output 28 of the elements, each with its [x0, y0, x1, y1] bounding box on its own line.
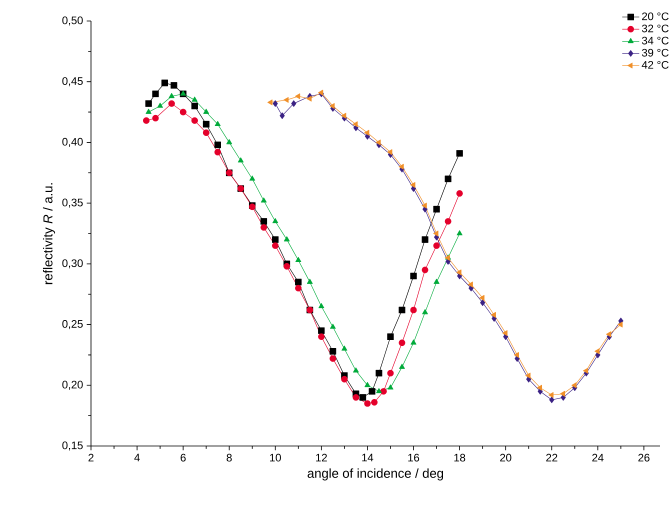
- y-axis-title: reflectivity R / a.u.: [42, 183, 56, 284]
- x-tick-label: 18: [454, 454, 466, 462]
- y-tick-label: 0,20: [62, 380, 83, 390]
- x-tick-label: 4: [134, 454, 140, 462]
- legend-label: 32 °C: [642, 24, 669, 32]
- x-tick-label: 24: [592, 454, 604, 462]
- x-tick-label: 20: [500, 454, 512, 462]
- x-tick-label: 10: [270, 454, 281, 462]
- y-tick-label: 0,35: [62, 198, 83, 208]
- x-tick-label: 12: [316, 454, 327, 462]
- y-tick-label: 0,30: [62, 259, 83, 268]
- y-tick-label: 0,40: [62, 138, 83, 147]
- x-tick-label: 8: [226, 454, 232, 462]
- y-tick-label: 0,45: [62, 77, 83, 86]
- legend-label: 20 °C: [642, 12, 669, 20]
- legend-label: 39 °C: [642, 48, 669, 57]
- x-tick-label: 16: [408, 454, 420, 462]
- x-tick-label: 6: [180, 454, 186, 462]
- y-tick-label: 0,50: [62, 16, 83, 26]
- y-tick-label: 0,15: [62, 441, 83, 451]
- x-axis-title: angle of incidence / deg: [308, 468, 444, 480]
- x-tick-label: 22: [546, 454, 558, 462]
- x-tick-label: 2: [88, 454, 94, 462]
- legend-label: 42 °C: [642, 60, 669, 69]
- legend-label: 34 °C: [642, 36, 669, 44]
- y-tick-label: 0,25: [62, 320, 83, 330]
- x-tick-label: 14: [362, 454, 374, 462]
- x-tick-label: 26: [638, 454, 650, 462]
